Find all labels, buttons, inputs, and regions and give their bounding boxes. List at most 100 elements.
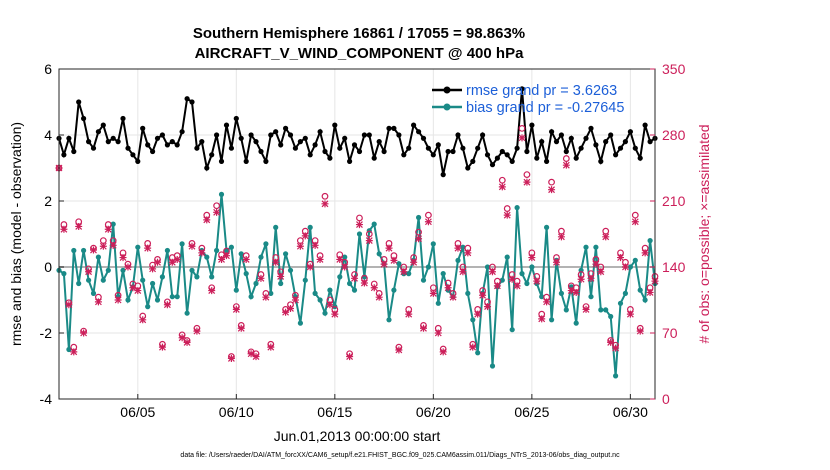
bias-point — [470, 317, 476, 323]
obs-assimilated-point — [119, 254, 127, 262]
obs-assimilated-point — [513, 282, 521, 290]
bias-point — [514, 205, 520, 211]
bias-point — [342, 254, 348, 260]
bias-point — [204, 254, 210, 260]
y-right-tick-label: 350 — [662, 61, 686, 77]
y-tick-label: 6 — [44, 61, 52, 77]
bias-point — [327, 287, 333, 293]
bias-point — [223, 247, 230, 254]
rmse-point — [189, 99, 195, 105]
rmse-point — [302, 135, 308, 141]
rmse-point — [199, 139, 205, 145]
obs-assimilated-point — [557, 233, 565, 241]
obs-assimilated-point — [424, 218, 432, 226]
obs-assimilated-point — [296, 242, 304, 250]
bias-point — [263, 241, 269, 247]
bias-point — [66, 346, 72, 353]
bias-point — [184, 310, 190, 316]
rmse-point — [233, 115, 239, 122]
rmse-point — [317, 129, 323, 135]
bias-point — [386, 317, 392, 323]
obs-assimilated-point — [454, 244, 462, 252]
rmse-point — [238, 135, 244, 141]
bias-point — [189, 267, 195, 273]
bias-point — [484, 264, 491, 270]
rmse-point — [484, 152, 491, 158]
obs-assimilated-point — [370, 284, 378, 292]
bias-point — [529, 264, 535, 270]
obs-assimilated-point — [631, 218, 639, 226]
rmse-point — [544, 158, 550, 164]
y-right-tick-label: 280 — [662, 127, 686, 143]
obs-assimilated-point — [193, 327, 201, 335]
bias-point — [430, 241, 436, 247]
bias-point — [61, 271, 67, 277]
obs-assimilated-point — [597, 268, 605, 276]
bias-point — [268, 290, 274, 296]
obs-assimilated-point — [124, 263, 132, 271]
obs-possible-point — [503, 205, 511, 212]
rmse-point — [371, 155, 377, 161]
obs-assimilated-point — [385, 244, 393, 252]
rmse-point — [322, 148, 328, 155]
y-tick-label: 2 — [44, 193, 52, 209]
rmse-point — [273, 129, 279, 135]
rmse-point — [504, 152, 510, 158]
bias-point — [351, 287, 358, 293]
obs-assimilated-point — [326, 301, 334, 309]
obs-assimilated-point — [488, 268, 496, 276]
rmse-point — [61, 152, 67, 158]
rmse-point — [71, 148, 77, 155]
rmse-point — [376, 139, 382, 145]
obs-assimilated-point — [306, 263, 314, 271]
bias-point — [509, 327, 515, 333]
bias-point — [297, 320, 303, 326]
obs-assimilated-point — [641, 249, 649, 257]
rmse-point — [470, 158, 476, 164]
rmse-point — [140, 125, 146, 131]
bias-point — [120, 267, 126, 273]
bias-point — [233, 287, 239, 293]
rmse-point — [209, 152, 215, 158]
obs-assimilated-point — [459, 268, 467, 276]
obs-assimilated-point — [429, 289, 437, 297]
y-right-tick-label: 210 — [662, 193, 686, 209]
bias-point — [243, 271, 249, 277]
obs-assimilated-point — [607, 338, 615, 346]
obs-assimilated-point — [484, 303, 492, 311]
rmse-point — [351, 142, 358, 148]
obs-assimilated-point — [316, 255, 324, 263]
bias-point — [317, 297, 323, 303]
obs-assimilated-point — [395, 346, 403, 354]
obs-assimilated-point — [65, 301, 73, 309]
bias-point — [371, 221, 377, 227]
bias-point — [258, 254, 264, 260]
bias-point — [110, 221, 116, 227]
bias-point — [558, 290, 565, 296]
rmse-point — [228, 145, 234, 151]
bias-point — [563, 307, 569, 313]
rmse-point — [154, 135, 161, 141]
obs-assimilated-point — [129, 284, 137, 292]
obs-assimilated-point — [508, 275, 516, 283]
rmse-point — [110, 135, 116, 141]
chart-subtitle: AIRCRAFT_V_WIND_COMPONENT @ 400 hPa — [195, 45, 525, 62]
bias-point — [238, 251, 244, 257]
obs-assimilated-point — [405, 310, 413, 318]
rmse-point — [194, 145, 200, 151]
obs-assimilated-point — [474, 310, 482, 318]
bias-point — [603, 307, 609, 313]
rmse-point — [327, 155, 333, 161]
obs-assimilated-point — [567, 287, 575, 295]
rmse-point — [347, 158, 353, 164]
obs-possible-point — [321, 192, 329, 200]
obs-assimilated-point — [360, 279, 368, 287]
obs-assimilated-point — [636, 327, 644, 335]
rmse-point — [218, 158, 225, 164]
rmse-point — [637, 155, 643, 161]
bias-point — [145, 304, 151, 310]
rmse-point — [534, 155, 540, 161]
rmse-point — [278, 142, 284, 148]
rmse-point — [411, 122, 417, 128]
rmse-point — [480, 132, 486, 138]
